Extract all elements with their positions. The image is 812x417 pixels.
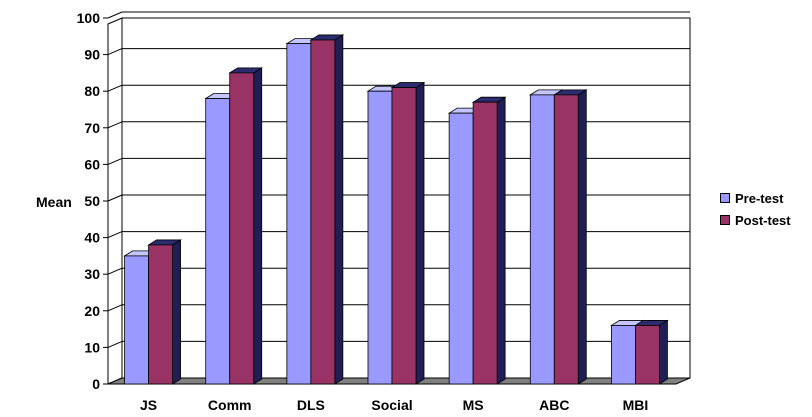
bar-front [124,255,149,385]
bar-side [415,81,425,385]
bar-side [172,239,181,385]
y-tick-label: 80 [84,83,100,99]
x-tick-label-mbi: MBI [623,397,649,413]
legend-item-pre-test: Pre-test [720,189,783,207]
gridline-side [107,121,123,129]
bar-post-test-social [390,81,426,385]
x-tick-label-js: JS [140,397,157,413]
bar-front [635,325,660,385]
gridline-side [107,340,123,348]
y-axis: 0 10 20 30 40 50 60 70 80 90 100 [77,10,109,392]
y-tick-label: 90 [84,47,100,63]
bar-side [577,89,587,385]
y-tick-label: 0 [92,376,100,392]
bar-post-test-ms [471,96,507,385]
bar-front [472,101,498,385]
bar-side [659,319,668,385]
y-tick-label: 30 [84,266,100,282]
gridline-side [107,157,123,165]
bar-front [286,43,312,385]
x-tick-label-ms: MS [463,397,484,413]
bar-front [148,244,173,385]
bar-front [205,98,231,385]
bar-post-test-comm [228,67,264,385]
bar-side [496,96,506,385]
gridline-side [107,84,123,92]
legend-swatch-post-test [720,215,730,225]
x-tick-label-dls: DLS [297,397,325,413]
legend: Pre-test Post-test [720,186,812,244]
gridline-side [107,267,123,275]
legend-label-pre-test: Pre-test [735,190,784,206]
x-tick-label-social: Social [371,397,412,413]
y-tick-label: 60 [84,156,100,172]
gridline-side [107,231,123,239]
y-tick-label: 20 [84,303,100,319]
x-tick-label-abc: ABC [539,397,569,413]
gridline-side [107,194,123,202]
legend-item-post-test: Post-test [720,211,791,229]
bar-post-test-abc [552,89,588,385]
bar-front [529,94,555,385]
y-tick-label: 70 [84,120,100,136]
x-tick-label-comm: Comm [208,397,252,413]
legend-swatch-pre-test [720,193,730,203]
gridline-side [107,48,123,56]
bar-front [367,90,393,385]
x-axis: JS Comm DLS Social MS ABC MBI [140,397,648,413]
bar-front [611,325,636,385]
bar-side [253,67,263,385]
side-wall [107,17,123,385]
bar-post-test-js [147,239,182,385]
gridline-side [107,11,123,19]
legend-label-post-test: Post-test [735,212,791,228]
y-tick-label: 10 [84,339,100,355]
bar-front [553,94,579,385]
bar-front [391,87,417,385]
bar-post-test-dls [309,34,345,385]
bar-front [229,72,255,385]
bar-post-test-mbi [634,319,669,385]
bar-front [310,39,336,385]
y-tick-label: 100 [77,10,101,26]
y-tick-label: 50 [84,193,100,209]
y-axis-title: Mean [36,194,72,210]
gridline-side [107,304,123,312]
bar-side [334,34,344,385]
bars [123,34,669,385]
bar-front [448,112,474,385]
y-tick-label: 40 [84,230,100,246]
